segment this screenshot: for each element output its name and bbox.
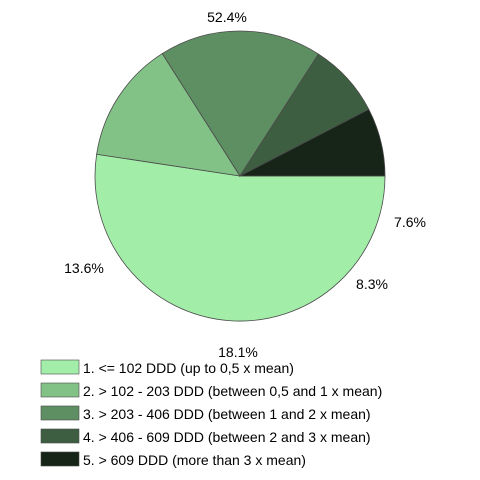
legend-label-1: 1. <= 102 DDD (up to 0,5 x mean) <box>83 360 294 376</box>
legend-swatch-2 <box>40 382 80 398</box>
pie-percent-label-4: 8.3% <box>356 276 388 292</box>
legend-label-5: 5. > 609 DDD (more than 3 x mean) <box>83 452 306 468</box>
legend-label-4: 4. > 406 - 609 DDD (between 2 and 3 x me… <box>83 429 371 445</box>
pie-percent-label-3: 18.1% <box>218 344 258 360</box>
pie-percent-label-2: 13.6% <box>64 260 104 276</box>
pie-slice-2 <box>96 53 241 177</box>
pie-slice-1 <box>94 153 386 322</box>
legend-label-2: 2. > 102 - 203 DDD (between 0,5 and 1 x … <box>83 383 382 399</box>
legend-swatch-4 <box>40 428 80 444</box>
legend-swatch-5 <box>40 451 80 467</box>
pie-percent-labels: 52.4% 13.6% 18.1% 8.3% 7.6% <box>64 9 426 360</box>
legend-swatch-3 <box>40 405 80 421</box>
pie-slices <box>94 30 386 322</box>
pie-slice-5 <box>239 108 386 177</box>
legend: 1. <= 102 DDD (up to 0,5 x mean) 2. > 102… <box>40 359 382 468</box>
pie-slice-3 <box>161 30 320 177</box>
legend-label-3: 3. > 203 - 406 DDD (between 1 and 2 x me… <box>83 406 371 422</box>
pie-percent-label-5: 7.6% <box>394 214 426 230</box>
legend-swatch-1 <box>40 359 80 375</box>
pie-percent-label-1: 52.4% <box>207 9 247 25</box>
